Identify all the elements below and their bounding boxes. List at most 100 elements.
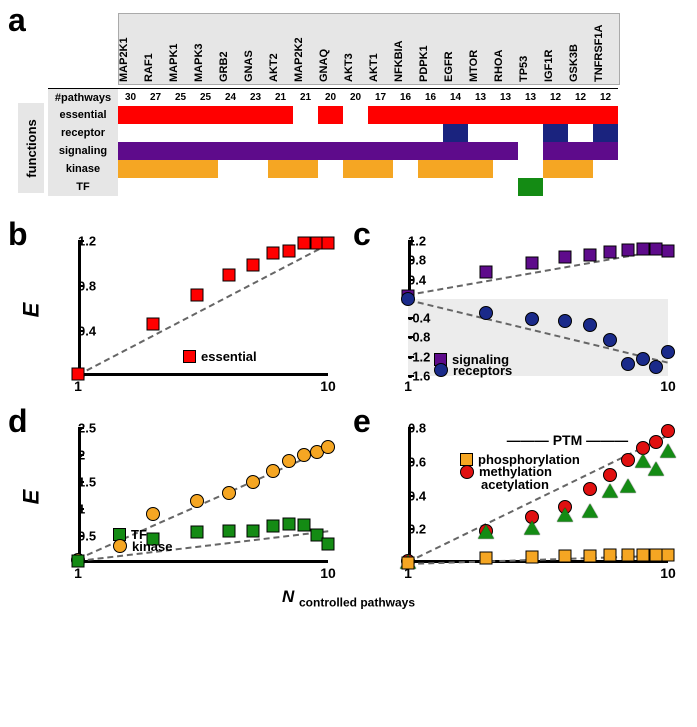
marker-essential (322, 237, 335, 250)
cell-essential-RAF1 (143, 106, 168, 124)
gene-header-MAPK1: MAPK1 (169, 14, 194, 86)
row-label-receptor: receptor (61, 127, 105, 139)
cell-essential-MAP2K2 (293, 106, 318, 124)
cell-TF-AKT1 (368, 178, 393, 196)
cell-#pathways-AKT3: 20 (343, 89, 368, 107)
cell-signaling-IGF1R (543, 142, 568, 160)
xtick: 10 (320, 563, 336, 581)
gene-header-IGF1R: IGF1R (544, 14, 569, 86)
marker-kinase (246, 475, 260, 489)
legend-text: receptors (453, 363, 512, 378)
marker-phosphorylation (662, 548, 675, 561)
panel-d: E00.511.522.5110TFkinase (8, 408, 353, 583)
cell-essential-MTOR (468, 106, 493, 124)
marker-acetylation (478, 524, 494, 538)
marker-phosphorylation (402, 557, 415, 570)
gene-header-TNFRSF1A: TNFRSF1A (594, 14, 619, 86)
xtick: 1 (404, 376, 412, 394)
cell-receptor-MAPK1 (168, 124, 193, 142)
marker-kinase (190, 494, 204, 508)
cell-#pathways-AKT2: 21 (268, 89, 293, 107)
cell-#pathways-EGFR: 14 (443, 89, 468, 107)
marker-acetylation (602, 484, 618, 498)
cell-TF-MAP2K1 (118, 178, 143, 196)
marker-receptors (603, 333, 617, 347)
cell-signaling-MAP2K2 (293, 142, 318, 160)
cell-kinase-TNFRSF1A (593, 160, 618, 178)
cell-receptor-MAPK3 (193, 124, 218, 142)
cell-signaling-TP53 (518, 142, 543, 160)
cell-kinase-PDPK1 (418, 160, 443, 178)
cell-receptor-MAP2K2 (293, 124, 318, 142)
cell-#pathways-TNFRSF1A: 12 (593, 89, 618, 107)
marker-kinase (321, 440, 335, 454)
marker-kinase (146, 507, 160, 521)
xlabel-sub: controlled pathways (299, 595, 415, 609)
cell-#pathways-GRB2: 24 (218, 89, 243, 107)
row-receptor: receptor (48, 124, 618, 142)
xlabel-main: N (282, 587, 294, 606)
cell-receptor-GNAS (243, 124, 268, 142)
cell-essential-RHOA (493, 106, 518, 124)
cell-#pathways-MAP2K2: 21 (293, 89, 318, 107)
cell-signaling-RAF1 (143, 142, 168, 160)
cell-#pathways-IGF1R: 12 (543, 89, 568, 107)
marker-TF (283, 518, 296, 531)
cell-#pathways-AKT1: 17 (368, 89, 393, 107)
cell-#pathways-MAPK3: 25 (193, 89, 218, 107)
marker-methylation (583, 482, 597, 496)
cell-TF-MAP2K2 (293, 178, 318, 196)
cell-signaling-PDPK1 (418, 142, 443, 160)
cell-essential-GSK3B (568, 106, 593, 124)
marker-receptors (525, 312, 539, 326)
cell-kinase-RHOA (493, 160, 518, 178)
marker-signaling (662, 244, 675, 257)
cell-kinase-EGFR (443, 160, 468, 178)
cell-kinase-RAF1 (143, 160, 168, 178)
cell-signaling-EGFR (443, 142, 468, 160)
legend-essential: essential (183, 349, 257, 364)
cell-signaling-GSK3B (568, 142, 593, 160)
marker-essential (72, 367, 85, 380)
legend-kinase: kinase (113, 539, 172, 554)
marker-TF (266, 520, 279, 533)
cell-TF-MAPK1 (168, 178, 193, 196)
legend-marker-icon (434, 363, 448, 377)
row-label-kinase: kinase (66, 163, 100, 175)
cell-#pathways-GSK3B: 12 (568, 89, 593, 107)
marker-receptors (583, 318, 597, 332)
marker-signaling (621, 243, 634, 256)
cell-TF-TNFRSF1A (593, 178, 618, 196)
legend-marker-icon (183, 350, 196, 363)
cell-TF-GNAQ (318, 178, 343, 196)
cell-kinase-AKT3 (343, 160, 368, 178)
cell-essential-AKT3 (343, 106, 368, 124)
cell-essential-MAPK3 (193, 106, 218, 124)
marker-receptors (661, 345, 675, 359)
marker-acetylation (660, 443, 676, 457)
cell-kinase-IGF1R (543, 160, 568, 178)
cell-TF-GNAS (243, 178, 268, 196)
cell-TF-AKT2 (268, 178, 293, 196)
cell-receptor-AKT3 (343, 124, 368, 142)
cell-kinase-MAPK3 (193, 160, 218, 178)
cell-kinase-GRB2 (218, 160, 243, 178)
cell-receptor-GRB2 (218, 124, 243, 142)
marker-signaling (558, 251, 571, 264)
marker-phosphorylation (583, 550, 596, 563)
marker-signaling (526, 256, 539, 269)
cell-essential-IGF1R (543, 106, 568, 124)
marker-TF (297, 519, 310, 532)
marker-acetylation (620, 479, 636, 493)
marker-TF (246, 524, 259, 537)
cell-essential-EGFR (443, 106, 468, 124)
cell-#pathways-RAF1: 27 (143, 89, 168, 107)
cell-receptor-TP53 (518, 124, 543, 142)
marker-TF (322, 538, 335, 551)
cell-TF-IGF1R (543, 178, 568, 196)
gene-header-NFKBIA: NFKBIA (394, 14, 419, 86)
cell-signaling-TNFRSF1A (593, 142, 618, 160)
marker-essential (246, 258, 259, 271)
cell-kinase-MAP2K2 (293, 160, 318, 178)
cell-#pathways-MAPK1: 25 (168, 89, 193, 107)
